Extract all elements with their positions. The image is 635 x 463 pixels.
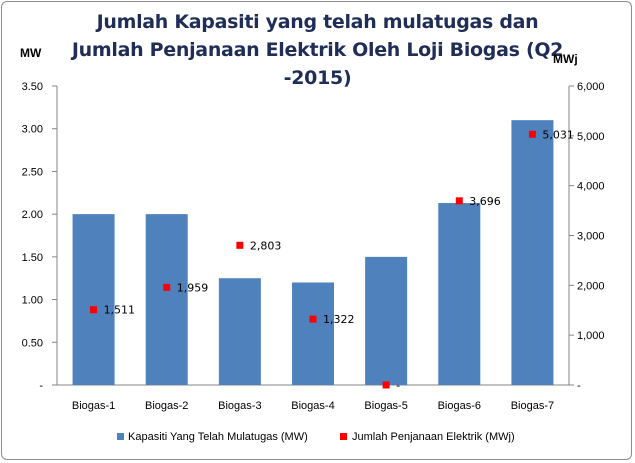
bar [365, 256, 408, 385]
data-point [382, 381, 390, 389]
bar [218, 278, 261, 385]
category-label: Biogas-1 [72, 400, 115, 412]
left-tick-label: 0.50 [22, 337, 43, 349]
right-tick-label: 6,000 [577, 81, 605, 93]
data-point [455, 197, 463, 205]
left-tick-label: 2.50 [22, 166, 43, 178]
bar [438, 203, 481, 385]
bar [145, 214, 188, 385]
data-label: 2,803 [250, 239, 282, 252]
category-label: Biogas-2 [145, 400, 188, 412]
legend-label-capacity: Kapasiti Yang Telah Mulatugas (MW) [128, 431, 308, 443]
right-tick-label: 1,000 [577, 330, 605, 342]
category-label: Biogas-5 [364, 400, 407, 412]
data-label: 1,322 [323, 313, 355, 326]
data-point [309, 315, 317, 323]
chart-title: Jumlah Kapasiti yang telah mulatugas dan… [71, 11, 564, 89]
data-point [236, 241, 244, 249]
left-tick-label: 3.50 [22, 81, 43, 93]
legend-label-generation: Jumlah Penjanaan Elektrik (MWj) [352, 431, 515, 443]
category-label: Biogas-4 [291, 400, 334, 412]
data-label: 1,511 [104, 304, 136, 317]
right-tick-label: 5,000 [577, 131, 605, 143]
bar [511, 120, 554, 386]
legend-swatch-generation [340, 433, 347, 440]
legend-swatch-capacity [117, 433, 124, 440]
right-tick-label: 3,000 [577, 231, 605, 243]
left-tick-label: 1.00 [22, 295, 43, 307]
left-tick-label: - [39, 380, 43, 392]
category-label: Biogas-3 [218, 400, 261, 412]
bar [72, 214, 115, 385]
left-axis-unit: MW [20, 46, 42, 60]
left-tick-label: 3.00 [22, 124, 43, 136]
category-label: Biogas-6 [438, 400, 481, 412]
data-point [528, 130, 536, 138]
category-label: Biogas-7 [511, 400, 554, 412]
data-point [90, 306, 98, 314]
data-label: 1,959 [177, 281, 209, 294]
bar [292, 282, 334, 385]
data-label: - [396, 379, 400, 392]
right-tick-label: - [577, 380, 581, 392]
left-tick-label: 1.50 [22, 252, 43, 264]
data-point [163, 283, 171, 291]
right-tick-label: 2,000 [577, 280, 605, 292]
right-tick-label: 4,000 [577, 181, 605, 193]
data-label: 3,696 [469, 195, 501, 208]
right-axis-unit: MWj [553, 52, 578, 66]
left-tick-label: 2.00 [22, 209, 43, 221]
data-label: 5,031 [542, 128, 574, 141]
